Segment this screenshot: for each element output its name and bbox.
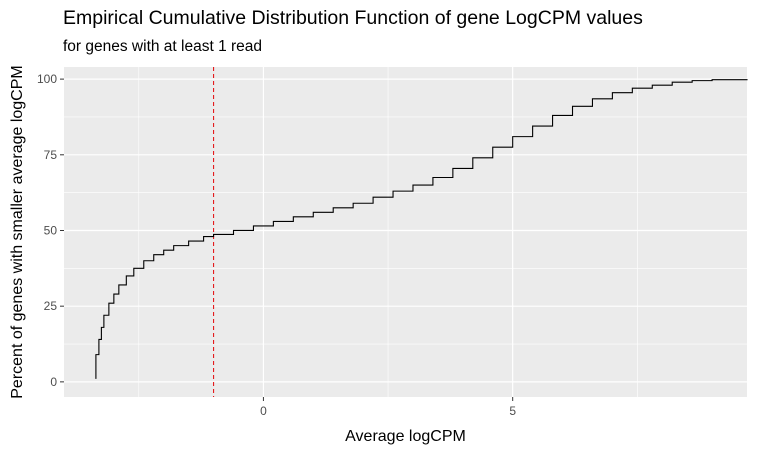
plot-panel [64, 67, 747, 397]
y-axis-ticks: 0 25 50 75 100 [37, 72, 64, 389]
y-tick-label: 50 [44, 223, 58, 237]
y-axis-title: Percent of genes with smaller average lo… [9, 65, 26, 399]
grid-minor [64, 67, 747, 397]
x-tick-label: 5 [509, 404, 516, 418]
ecdf-step-line [95, 79, 748, 379]
x-tick-label: 0 [260, 404, 267, 418]
chart-subtitle: for genes with at least 1 read [63, 38, 263, 55]
x-axis-title: Average logCPM [345, 428, 466, 445]
y-tick-label: 100 [37, 72, 57, 86]
y-tick-label: 75 [44, 148, 58, 162]
y-tick-label: 25 [44, 299, 58, 313]
chart-title: Empirical Cumulative Distribution Functi… [63, 7, 643, 29]
y-tick-label: 0 [50, 375, 57, 389]
grid-major [64, 67, 747, 397]
